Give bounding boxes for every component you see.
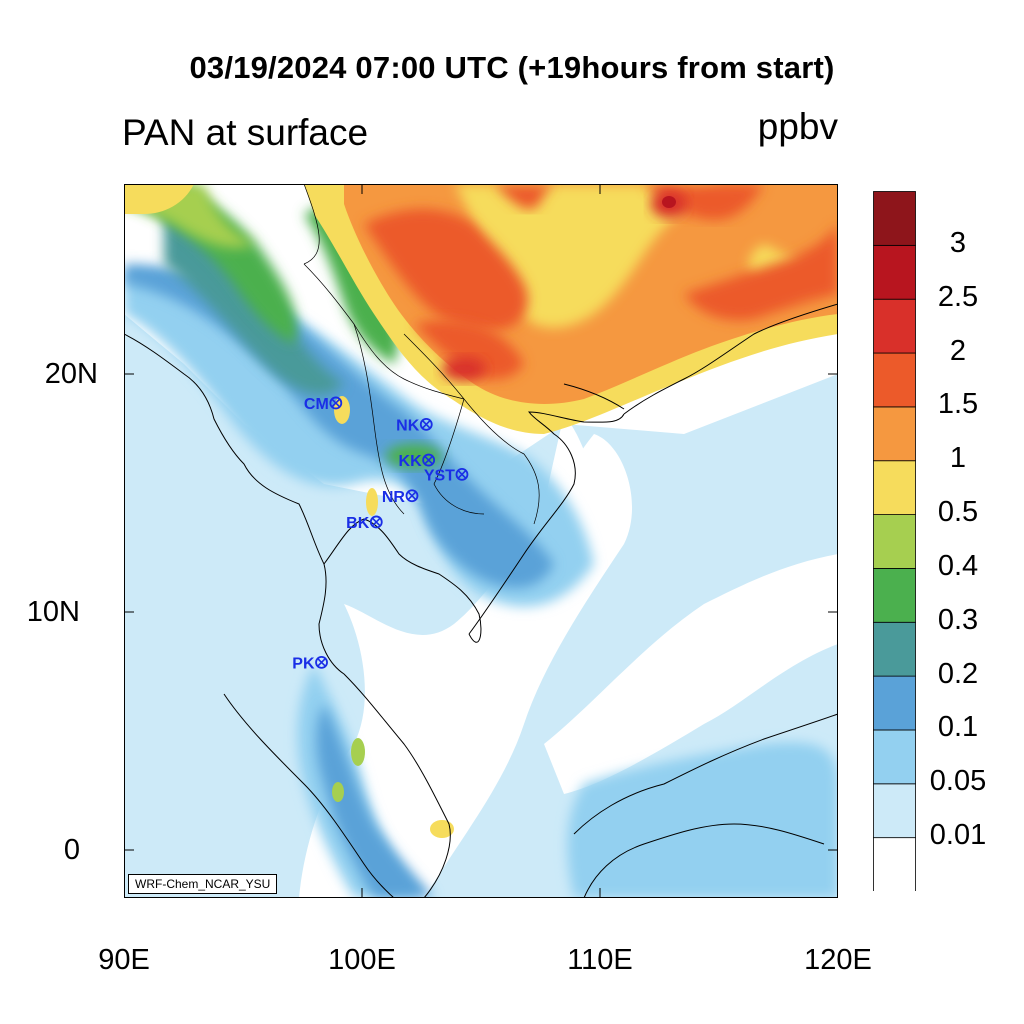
station-label: CM (304, 396, 329, 413)
station-marker (455, 467, 469, 481)
station-marker (329, 396, 343, 410)
colorbar-label: 0.1 (937, 711, 979, 744)
colorbar-swatch (873, 298, 916, 354)
station-cross (331, 398, 341, 408)
station-marker (315, 655, 328, 669)
country-borders (303, 184, 540, 525)
field-clean-sea (544, 554, 838, 794)
colorbar-swatch (873, 514, 916, 569)
station-label: NR (382, 489, 406, 506)
x-label-120e: 120E (804, 944, 872, 976)
colorbar-label: 1 (949, 442, 967, 475)
field-singapore (430, 820, 454, 838)
station-bk: BK (346, 515, 383, 532)
colorbar-swatch (873, 783, 916, 839)
field-0.05-c (567, 742, 838, 898)
field-0.1 (124, 264, 554, 588)
field-0.3-b (304, 204, 399, 364)
colorbar-swatch (873, 191, 916, 246)
field-sumatra-green (351, 738, 365, 766)
colorbar-swatch (873, 621, 916, 677)
colorbar-label: 0.05 (929, 765, 987, 798)
model-credit: WRF-Chem_NCAR_YSU (128, 874, 278, 894)
colorbar-swatch (873, 837, 916, 891)
station-marker (422, 453, 436, 467)
station-marker (405, 489, 419, 503)
colorbar-swatch (873, 568, 916, 623)
station-label: YST (424, 467, 455, 484)
field-cm-yellow (334, 396, 350, 424)
colorbar-label: 3 (949, 226, 967, 259)
station-cross (317, 658, 326, 667)
field-2.5 (662, 196, 676, 208)
colorbar-label: 0.01 (929, 819, 987, 852)
station-marker (419, 417, 433, 431)
colorbar-swatch (873, 460, 916, 515)
map-title: 03/19/2024 07:00 UTC (+19hours from star… (189, 50, 835, 85)
field-1.5 (364, 209, 528, 331)
colorbar-label: 0.4 (937, 549, 979, 582)
variable-label: PAN at surface (122, 112, 369, 153)
colorbar-label: 0.3 (937, 603, 979, 636)
station-label: KK (399, 453, 423, 470)
y-label-10n: 10N (26, 596, 80, 628)
station-kk: KK (399, 453, 436, 470)
station-cross (421, 420, 431, 429)
colorbar-label: 1.5 (937, 388, 979, 421)
colorbar-label: 0.5 (937, 496, 979, 529)
field-1.5-b (414, 320, 524, 380)
station-cm: CM (304, 396, 343, 413)
station-label: BK (346, 515, 370, 532)
x-label-90e: 90E (98, 944, 150, 976)
field-1.5-c (494, 184, 554, 210)
station-nr: NR (382, 489, 419, 506)
y-label-20n: 20N (44, 358, 98, 390)
colorbar-label: 2 (949, 334, 967, 367)
colorbar-swatch (873, 675, 916, 731)
x-label-110e: 110E (567, 944, 633, 976)
station-cross (457, 469, 467, 479)
station-label: NK (396, 417, 420, 434)
y-label-0: 0 (63, 834, 80, 866)
station-yst: YST (424, 467, 469, 484)
colorbar-swatch (873, 352, 916, 408)
field-2-b (442, 357, 486, 381)
field-0.5-b (124, 184, 194, 214)
colorbar-label: 2.5 (937, 280, 979, 313)
station-cross (407, 491, 417, 501)
field-0.3 (124, 184, 297, 344)
units-label: ppbv (757, 106, 838, 147)
station-cross (424, 455, 434, 465)
colorbar-label: 0.2 (937, 657, 979, 690)
station-label: PK (292, 655, 315, 672)
station-pk: PK (292, 655, 328, 672)
colorbar-swatch (873, 729, 916, 785)
map-canvas: CM NK KK YST NR BK PK (124, 184, 838, 898)
field-isan-green (386, 444, 442, 468)
station-cross (371, 517, 381, 527)
colorbar (873, 191, 916, 891)
coastlines (124, 303, 838, 898)
station-marker (369, 515, 383, 529)
field-1.5-e (684, 224, 838, 321)
x-label-100e: 100E (328, 944, 396, 976)
tick-marks (124, 184, 838, 898)
field-sumatra-green-2 (332, 782, 344, 802)
colorbar-swatch (873, 406, 916, 462)
field-bangkok-yellow (366, 488, 378, 516)
station-nk: NK (396, 417, 433, 434)
colorbar-swatch (873, 244, 916, 300)
